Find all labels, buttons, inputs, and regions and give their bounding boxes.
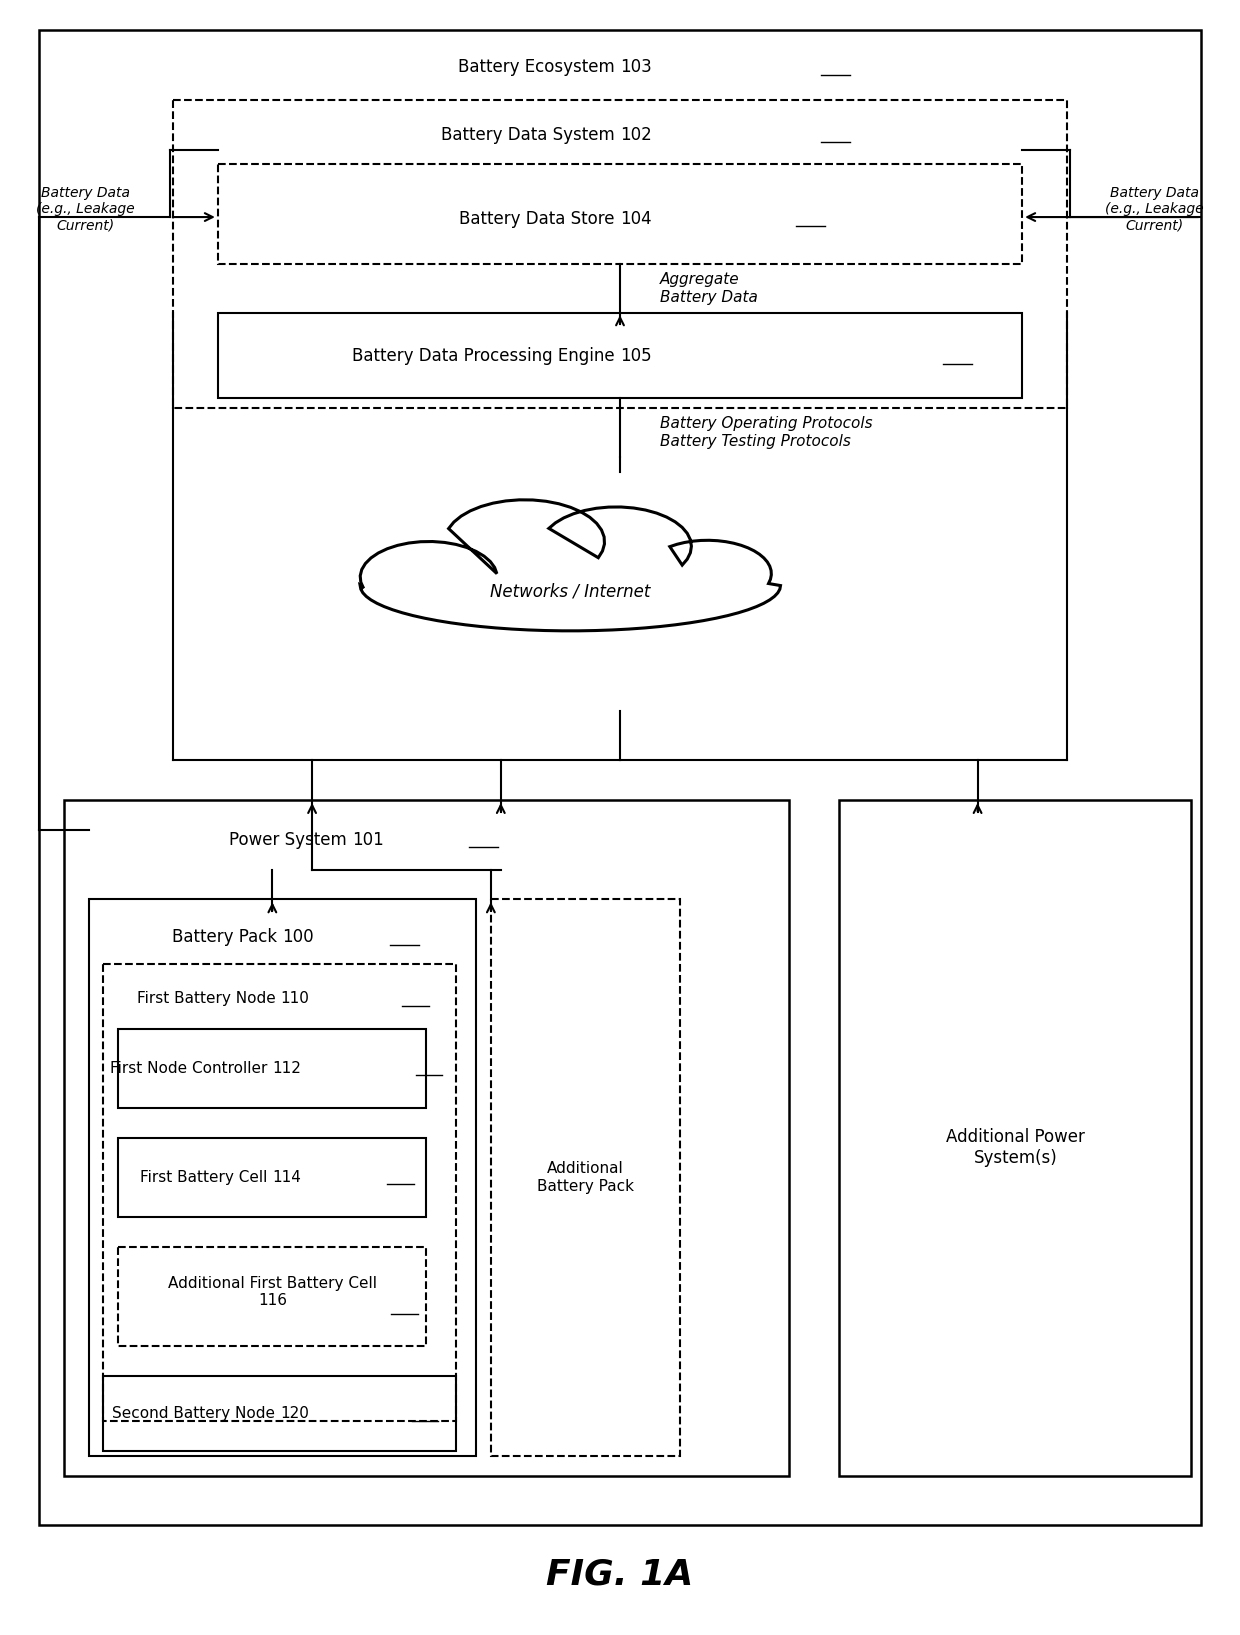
Text: Battery Data
(e.g., Leakage
Current): Battery Data (e.g., Leakage Current) (36, 186, 135, 232)
Text: Battery Pack: Battery Pack (172, 929, 283, 947)
Text: Battery Data Processing Engine: Battery Data Processing Engine (352, 347, 620, 365)
Text: 112: 112 (273, 1061, 301, 1076)
Text: Battery Data System: Battery Data System (441, 126, 620, 144)
Text: 105: 105 (620, 347, 652, 365)
Text: First Node Controller: First Node Controller (110, 1061, 273, 1076)
Text: 100: 100 (283, 929, 314, 947)
Bar (491, 899, 680, 1455)
Text: Battery Data Store: Battery Data Store (459, 209, 620, 227)
Text: First Battery Node: First Battery Node (136, 991, 280, 1006)
Text: Second Battery Node: Second Battery Node (113, 1406, 280, 1421)
Text: 120: 120 (280, 1406, 309, 1421)
Text: Additional First Battery Cell
116: Additional First Battery Cell 116 (167, 1275, 377, 1308)
Text: FIG. 1A: FIG. 1A (547, 1558, 693, 1592)
Bar (118, 1248, 427, 1346)
Bar (118, 1138, 427, 1218)
Text: Additional Power
System(s): Additional Power System(s) (946, 1128, 1085, 1167)
Text: Battery Operating Protocols
Battery Testing Protocols: Battery Operating Protocols Battery Test… (660, 417, 873, 448)
Text: 102: 102 (620, 126, 652, 144)
Bar (118, 1028, 427, 1109)
Bar (63, 800, 789, 1475)
Text: Networks / Internet: Networks / Internet (490, 582, 651, 600)
Bar (103, 1377, 456, 1450)
Text: 101: 101 (352, 831, 383, 849)
Text: First Battery Cell: First Battery Cell (140, 1171, 273, 1185)
Text: 103: 103 (620, 59, 652, 77)
Text: Aggregate
Battery Data: Aggregate Battery Data (660, 273, 758, 304)
Bar (174, 100, 1066, 407)
Text: Power System: Power System (229, 831, 352, 849)
Text: 110: 110 (280, 991, 309, 1006)
Bar (838, 800, 1192, 1475)
Bar (88, 899, 476, 1455)
Polygon shape (360, 500, 780, 631)
Text: 114: 114 (273, 1171, 301, 1185)
Bar (218, 314, 1022, 397)
Bar (218, 165, 1022, 263)
Bar (103, 965, 456, 1421)
Text: 104: 104 (620, 209, 652, 227)
Text: Battery Data
(e.g., Leakage
Current): Battery Data (e.g., Leakage Current) (1105, 186, 1204, 232)
Text: Additional
Battery Pack: Additional Battery Pack (537, 1161, 634, 1194)
Text: Battery Ecosystem: Battery Ecosystem (458, 59, 620, 77)
